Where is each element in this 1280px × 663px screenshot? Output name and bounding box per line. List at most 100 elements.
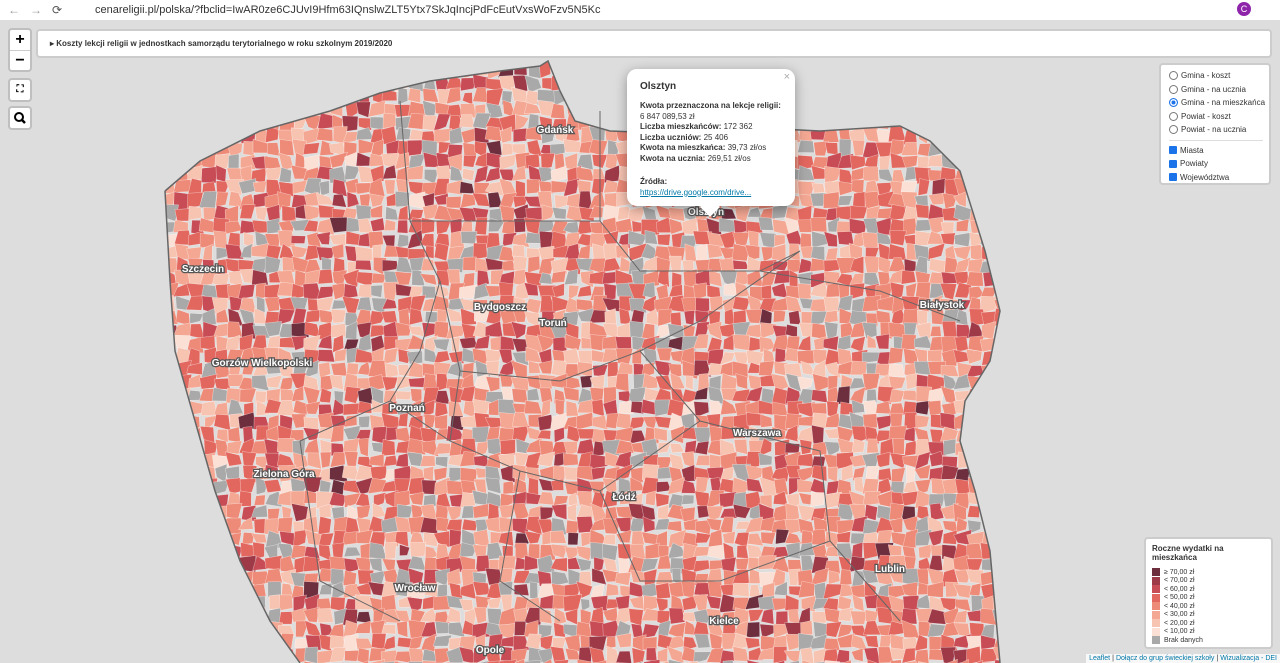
fullscreen-button[interactable]: ⛶ (8, 78, 32, 102)
overlay-option[interactable]: Powiaty (1169, 157, 1269, 171)
municipality (850, 610, 868, 625)
checkbox (1169, 173, 1177, 182)
municipality (810, 492, 825, 507)
municipality (553, 495, 569, 506)
municipality (512, 307, 528, 323)
municipality (343, 283, 359, 299)
legend-swatch (1152, 568, 1160, 577)
municipality (524, 530, 542, 545)
municipality (861, 232, 879, 248)
popup-close[interactable]: × (783, 71, 790, 83)
municipality (914, 230, 932, 246)
municipality (811, 661, 828, 663)
attribution-link[interactable]: Wizualizacja - DEI (1220, 655, 1277, 662)
popup-label: Kwota przeznaczona na lekcje religii: (640, 101, 781, 110)
zoom-in[interactable]: + (15, 31, 25, 48)
municipality (733, 425, 747, 439)
municipality (927, 242, 946, 260)
municipality (225, 334, 240, 352)
url[interactable]: cenareligii.pl/polska/?fbclid=IwAR0ze6CJ… (95, 4, 601, 16)
city-label: Zielona Góra (253, 469, 315, 480)
municipality (720, 208, 737, 220)
base-layer-option[interactable]: Powiat - koszt (1169, 110, 1269, 124)
municipality (407, 113, 427, 130)
municipality (462, 256, 478, 271)
municipality (953, 203, 973, 223)
municipality (864, 504, 878, 521)
municipality (916, 568, 929, 586)
municipality (355, 101, 371, 118)
base-layer-option[interactable]: Gmina - na ucznia (1169, 83, 1269, 97)
municipality (264, 296, 280, 312)
municipality (811, 165, 829, 180)
municipality (334, 348, 347, 362)
municipality (291, 386, 305, 402)
forward[interactable]: → (30, 3, 42, 17)
base-layer-option[interactable]: Gmina - na mieszkańca (1169, 96, 1269, 110)
legend-label: < 10,00 zł (1164, 628, 1195, 636)
municipality (628, 283, 646, 300)
municipality (876, 414, 893, 430)
municipality (355, 204, 372, 223)
sources-link[interactable]: https://drive.google.com/drive... (640, 187, 752, 197)
municipality (252, 555, 269, 571)
municipality (758, 452, 773, 466)
attribution-link[interactable]: Dołącz do grup świeckiej szkoły (1115, 655, 1215, 662)
overlay-option[interactable]: Województwa (1169, 171, 1269, 185)
municipality (563, 221, 580, 236)
municipality (367, 659, 387, 663)
municipality (734, 531, 750, 548)
municipality (591, 466, 606, 481)
municipality (485, 452, 501, 469)
municipality (553, 309, 566, 327)
legend-label: < 50,00 zł (1164, 594, 1195, 602)
municipality (618, 477, 633, 494)
municipality (523, 555, 538, 572)
municipality (172, 283, 190, 298)
zoom-out[interactable]: − (10, 50, 30, 71)
legend-item: < 10,00 zł (1152, 627, 1265, 637)
base-layer-option[interactable]: Gmina - koszt (1169, 69, 1269, 83)
municipality (410, 388, 423, 405)
municipality (434, 401, 449, 418)
municipality (811, 611, 827, 624)
municipality (446, 179, 464, 196)
municipality (342, 269, 360, 288)
municipality (784, 424, 799, 443)
attribution-link[interactable]: Leaflet (1089, 655, 1111, 662)
municipality (474, 257, 491, 273)
municipality (541, 310, 557, 324)
municipality (616, 632, 632, 648)
municipality (187, 390, 202, 401)
search-button[interactable] (8, 106, 32, 130)
base-layer-option[interactable]: Powiat - na ucznia (1169, 123, 1269, 137)
municipality (576, 466, 594, 481)
header[interactable]: ▸ Koszty lekcji religii w jednostkach sa… (36, 29, 1272, 58)
municipality (383, 347, 398, 365)
municipality (382, 112, 398, 129)
legend-label: ≥ 70,00 zł (1164, 568, 1195, 576)
municipality (642, 373, 658, 390)
municipality (423, 399, 436, 418)
municipality (460, 193, 476, 209)
municipality (541, 658, 555, 663)
municipality (732, 632, 752, 650)
municipality (473, 606, 487, 625)
municipality (474, 152, 489, 168)
reload[interactable]: ⟳ (52, 3, 63, 17)
municipality (380, 649, 399, 663)
popup-value: 39,73 zł/os (727, 143, 767, 152)
municipality (394, 271, 412, 286)
municipality (967, 321, 985, 339)
municipality (408, 619, 426, 639)
municipality (278, 611, 294, 625)
municipality (681, 464, 696, 482)
municipality (461, 505, 474, 519)
municipality (227, 398, 244, 416)
municipality (668, 581, 685, 598)
overlay-option[interactable]: Miasta (1169, 144, 1269, 158)
profile[interactable]: C (1237, 2, 1251, 16)
back[interactable]: ← (8, 3, 20, 17)
municipality (459, 114, 475, 129)
municipality (867, 659, 879, 663)
